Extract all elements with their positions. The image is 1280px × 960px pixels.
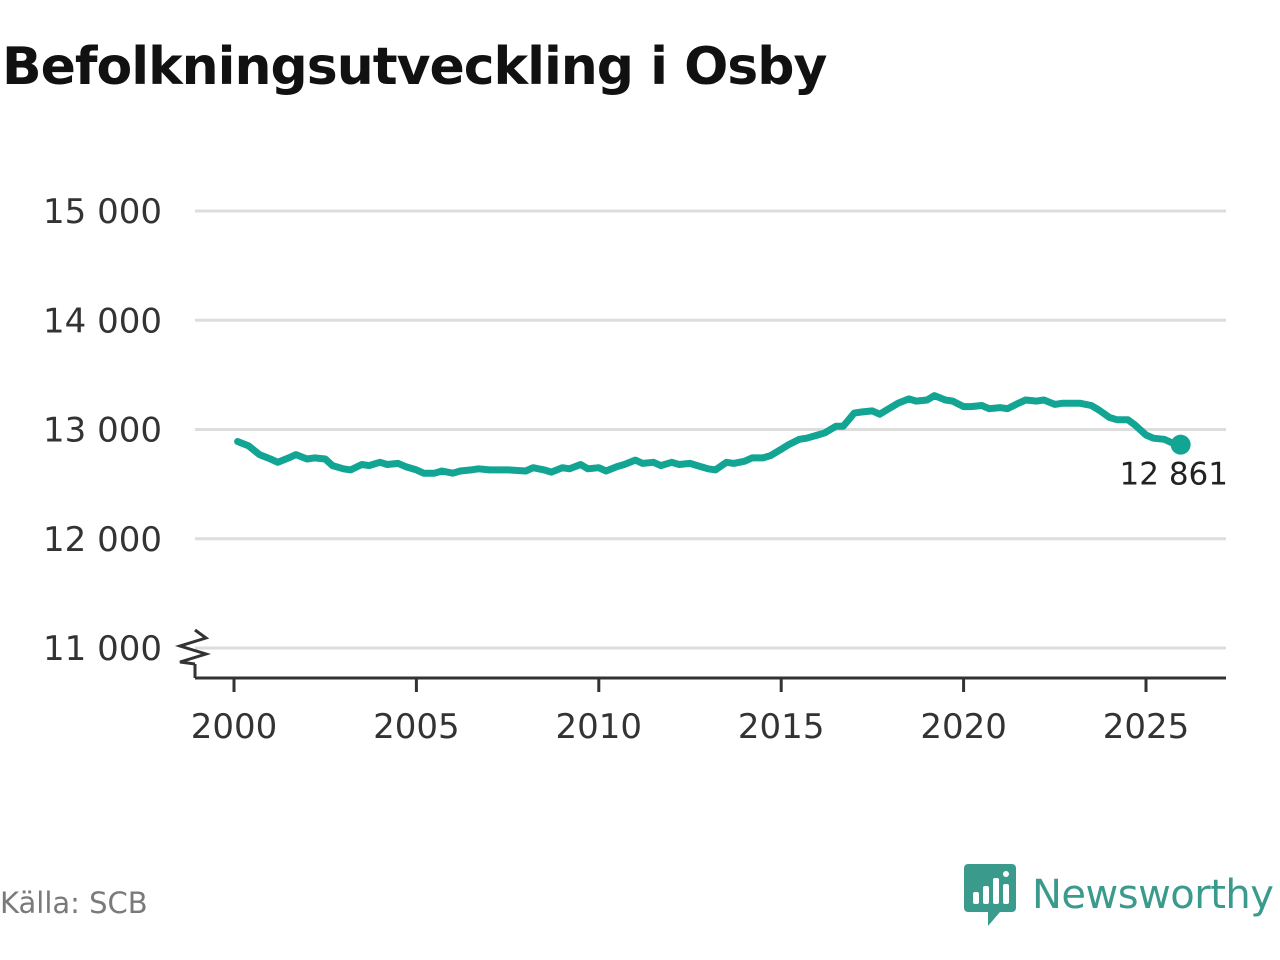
y-tick-label: 14 000 [43, 301, 162, 341]
x-tick-label: 2020 [920, 707, 1007, 747]
end-value-label-group: 12 861 [1120, 457, 1228, 493]
newsworthy-logo: Newsworthy [964, 864, 1274, 926]
x-tick-label: 2025 [1103, 707, 1190, 747]
x-tick-label: 2010 [556, 707, 643, 747]
gridlines [195, 209, 1226, 650]
series-line [234, 392, 1185, 477]
source-note: Källa: SCB [0, 886, 148, 920]
x-tick-label: 2005 [373, 707, 460, 747]
chart-title: Befolkningsutveckling i Osby [2, 37, 827, 97]
brand-name: Newsworthy [1032, 872, 1274, 918]
y-tick-label: 11 000 [43, 629, 162, 669]
y-tick-label: 15 000 [43, 192, 162, 232]
axes [174, 628, 1226, 692]
y-tick-label: 13 000 [43, 411, 162, 451]
series-population [234, 392, 1191, 477]
end-value-label: 12 861 [1120, 457, 1228, 493]
newsworthy-chart-bubble-icon [964, 864, 1016, 926]
x-tick-label: 2000 [191, 707, 278, 747]
y-tick-labels: 11 000 12 000 13 000 14 000 15 000 [43, 192, 162, 669]
end-point-marker [1170, 434, 1191, 455]
x-tick-labels: 2000 2005 2010 2015 2020 2025 [191, 707, 1190, 747]
axis-break-zigzag-icon [174, 628, 212, 666]
x-tick-label: 2015 [738, 707, 825, 747]
y-tick-label: 12 000 [43, 520, 162, 560]
